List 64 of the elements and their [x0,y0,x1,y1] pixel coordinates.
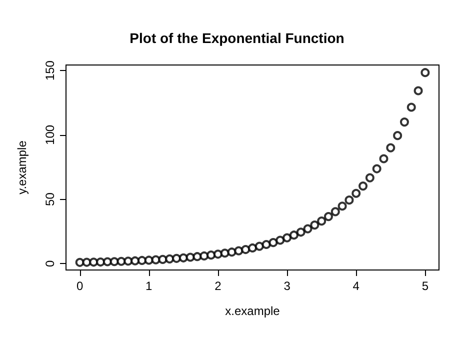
point [282,233,292,242]
point [213,250,222,259]
point [324,212,333,222]
point [372,164,382,174]
x-axis-title: x.example [225,304,280,318]
point [158,254,168,264]
point [414,86,423,96]
x-tick-label: 5 [422,279,429,293]
point [289,230,298,240]
point [420,68,430,78]
point [386,143,396,152]
point [151,255,160,264]
point [400,118,409,127]
point [234,246,244,256]
point [338,202,347,211]
y-tick-label: 100 [43,124,57,145]
point [200,251,209,260]
point [254,242,264,251]
point [330,207,340,216]
point [206,250,216,260]
point [268,238,278,248]
point [303,224,312,234]
y-tick-label: 50 [43,192,57,206]
point [393,131,402,140]
point [262,240,271,249]
point [227,248,236,257]
point [248,243,257,252]
point [110,257,119,266]
point [220,248,230,258]
point [192,252,202,262]
point [344,196,354,205]
y-tick-label: 150 [43,60,57,81]
point [116,256,126,266]
y-axis-title: y.example [15,140,29,194]
point [178,253,188,262]
point [186,252,195,262]
point [241,245,250,254]
x-tick-label: 0 [76,279,84,293]
point [358,182,368,191]
point [96,258,106,267]
point [124,256,133,266]
x-tick-label: 3 [284,279,291,293]
x-tick-label: 2 [214,279,222,293]
point [406,102,416,112]
point [165,254,174,264]
point [379,154,388,164]
point [317,216,326,226]
chart-title: Plot of the Exponential Function [130,30,344,46]
point [296,228,306,237]
point [172,254,182,263]
point [276,236,285,245]
point [89,258,98,267]
y-tick-label: 0 [43,260,57,268]
point [352,188,361,198]
point [137,256,146,265]
point [102,257,112,266]
point [75,258,84,267]
point [144,256,154,265]
point [365,173,374,182]
point [310,220,320,230]
point [130,256,140,266]
point [82,258,92,267]
x-tick-label: 4 [352,279,360,293]
x-tick-label: 1 [146,279,153,293]
